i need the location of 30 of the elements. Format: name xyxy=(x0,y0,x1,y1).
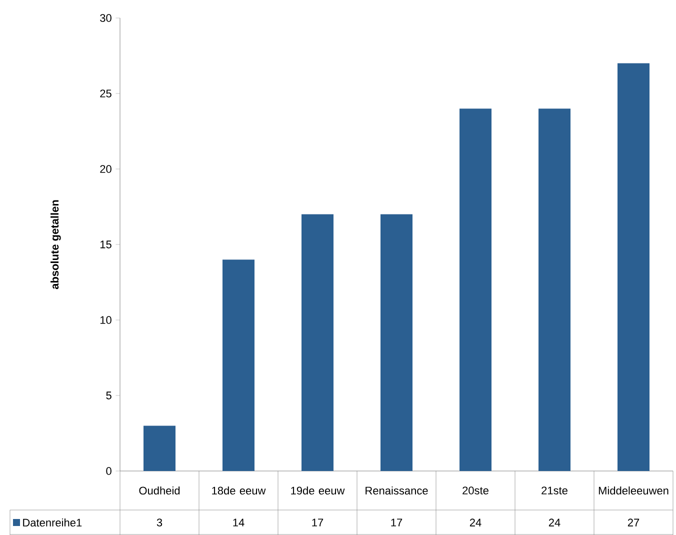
data-label: 24 xyxy=(470,518,482,526)
y-tick-label: 20 xyxy=(100,165,112,173)
x-tick-label: 21ste xyxy=(542,486,568,494)
x-tick-label: 20ste xyxy=(462,486,488,494)
legend-label: Datenreihe1 xyxy=(23,518,82,527)
bar xyxy=(460,108,492,471)
x-tick-label: Middeleeuwen xyxy=(598,486,668,495)
bar xyxy=(222,260,255,471)
y-tick-label: 0 xyxy=(106,467,112,475)
bar xyxy=(380,214,413,471)
x-tick-label: Renaissance xyxy=(366,486,428,495)
y-tick-label: 10 xyxy=(100,316,112,324)
data-label: 17 xyxy=(312,518,324,526)
bar xyxy=(144,426,176,471)
bar xyxy=(302,214,334,471)
y-tick-label: 30 xyxy=(100,14,112,22)
y-tick-label: 5 xyxy=(106,392,112,400)
data-label: 14 xyxy=(233,518,244,526)
y-axis-title: absolute getallen xyxy=(50,200,61,290)
bar xyxy=(538,108,571,471)
data-label: 17 xyxy=(391,518,402,526)
x-tick-label: 18de eeuw xyxy=(212,486,266,495)
bar xyxy=(618,63,650,471)
data-label: 3 xyxy=(156,518,162,526)
data-label: 24 xyxy=(548,518,560,526)
data-label: 27 xyxy=(628,518,640,526)
x-tick-label: Oudheid xyxy=(139,486,180,495)
x-tick-label: 19de eeuw xyxy=(291,486,345,495)
y-tick-label: 25 xyxy=(100,90,112,98)
y-tick-label: 15 xyxy=(100,240,112,248)
